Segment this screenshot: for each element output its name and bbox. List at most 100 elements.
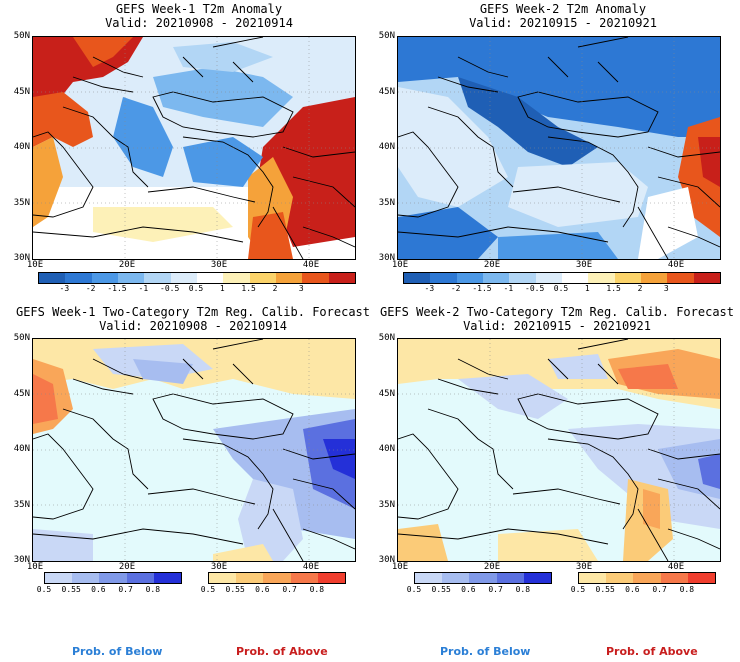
prob-below-legend-left: Prob. of Below — [72, 645, 163, 658]
prob-below-colorbar-week1 — [44, 572, 182, 584]
colorbar-swatch — [456, 273, 483, 283]
lon-label: 20E — [118, 260, 136, 270]
lon-label: 40E — [302, 260, 320, 270]
lat-label: 45N — [13, 86, 30, 97]
lat-label: 45N — [378, 388, 395, 399]
colorbar-swatch — [633, 573, 661, 583]
colorbar-swatch — [317, 573, 346, 583]
panel1-title-text: GEFS Week-1 T2m Anomaly — [115, 2, 283, 16]
panel2-title-text: GEFS Week-2 T2m Anomaly — [479, 2, 647, 16]
prob-above-colorbar-week2 — [578, 572, 716, 584]
anomaly-colorbar-week1 — [38, 272, 356, 284]
map-week1-probability — [32, 338, 356, 562]
lon-label: 20E — [483, 562, 501, 572]
colorbar-label: 0.5 — [553, 284, 569, 293]
colorbar-label: 1 — [584, 284, 590, 293]
prob-below-legend-right: Prob. of Below — [440, 645, 531, 658]
lat-label: 40N — [13, 444, 30, 454]
colorbar-label: 0.55 — [61, 585, 81, 594]
colorbar-label: 0.5 — [200, 585, 216, 594]
colorbar-label: 0.6 — [625, 585, 640, 594]
colorbar-label: 0.5 — [570, 585, 586, 594]
colorbar-label: 0.7 — [488, 585, 503, 594]
lat-label: 30N — [378, 555, 395, 565]
colorbar-swatch — [45, 573, 73, 583]
lat-label: 30N — [13, 253, 30, 263]
colorbar-swatch — [223, 273, 250, 283]
colorbar-label: 0.55 — [595, 585, 615, 594]
colorbar-label: -1 — [138, 284, 149, 293]
colorbar-label: 0.5 — [406, 585, 422, 594]
colorbar-swatch — [523, 573, 552, 583]
lat-label: 50N — [13, 31, 30, 41]
lat-label: 35N — [13, 499, 30, 510]
lat-label: 40N — [378, 444, 395, 454]
colorbar-swatch — [249, 273, 276, 283]
lon-label: 10E — [391, 562, 409, 572]
colorbar-label: -1 — [503, 284, 514, 293]
colorbar-swatch — [430, 273, 457, 283]
colorbar-label: 0.6 — [461, 585, 476, 594]
lat-label: 40N — [378, 142, 395, 152]
colorbar-label: 0.55 — [431, 585, 451, 594]
colorbar-swatch — [482, 273, 510, 283]
lon-label: 10E — [26, 260, 44, 270]
colorbar-swatch — [469, 573, 497, 583]
lat-label: 45N — [13, 388, 30, 399]
colorbar-swatch — [99, 573, 127, 583]
lat-label: 45N — [378, 86, 395, 97]
colorbar-swatch — [496, 573, 524, 583]
lon-label: 10E — [391, 260, 409, 270]
prob-above-legend-left: Prob. of Above — [236, 645, 328, 658]
panel2-valid-text: Valid: 20210915 - 20210921 — [469, 16, 657, 30]
colorbar-label: -0.5 — [525, 284, 545, 293]
colorbar-label: 0.5 — [36, 585, 52, 594]
lat-label: 40N — [13, 142, 30, 152]
prob-above-legend-right: Prob. of Above — [606, 645, 698, 658]
lon-label: 10E — [26, 562, 44, 572]
colorbar-swatch — [509, 273, 536, 283]
panel3-title: GEFS Week-1 Two-Category T2m Reg. Calib.… — [8, 305, 378, 333]
colorbar-label: 0.8 — [679, 585, 695, 594]
colorbar-swatch — [72, 573, 100, 583]
colorbar-label: 0.6 — [255, 585, 270, 594]
colorbar-label: 1.5 — [241, 284, 256, 293]
colorbar-swatch — [561, 273, 589, 283]
colorbar-swatch — [640, 273, 668, 283]
lat-label: 50N — [378, 31, 395, 41]
colorbar-label: 0.8 — [145, 585, 161, 594]
colorbar-swatch — [535, 273, 562, 283]
lon-label: 40E — [302, 562, 320, 572]
lon-label: 30E — [575, 562, 593, 572]
panel4-title: GEFS Week-2 Two-Category T2m Reg. Calib.… — [372, 305, 740, 333]
colorbar-swatch — [170, 273, 197, 283]
panel1-valid-text: Valid: 20210908 - 20210914 — [105, 16, 293, 30]
colorbar-swatch — [328, 273, 355, 283]
colorbar-label: -3 — [59, 284, 70, 293]
lat-label: 50N — [378, 333, 395, 343]
colorbar-label: -0.5 — [160, 284, 180, 293]
colorbar-label: 3 — [663, 284, 669, 293]
colorbar-swatch — [65, 273, 92, 283]
colorbar-label: 0.5 — [188, 284, 204, 293]
lon-label: 40E — [667, 260, 685, 270]
colorbar-swatch — [209, 573, 237, 583]
colorbar-label: 0.6 — [91, 585, 106, 594]
lat-label: 30N — [13, 555, 30, 565]
colorbar-swatch — [302, 273, 329, 283]
colorbar-swatch — [579, 573, 607, 583]
colorbar-swatch — [442, 573, 470, 583]
prob-below-colorbar-week2 — [414, 572, 552, 584]
lat-label: 35N — [13, 197, 30, 208]
colorbar-label: 0.55 — [225, 585, 245, 594]
panel3-valid-text: Valid: 20210908 - 20210914 — [99, 319, 287, 333]
colorbar-label: 3 — [298, 284, 304, 293]
colorbar-swatch — [415, 573, 443, 583]
colorbar-label: 0.7 — [652, 585, 667, 594]
colorbar-swatch — [667, 273, 694, 283]
colorbar-label: 0.7 — [282, 585, 297, 594]
colorbar-label: 2 — [637, 284, 643, 293]
map-week2-anomaly — [397, 36, 721, 260]
colorbar-swatch — [91, 273, 118, 283]
anomaly-colorbar-week2 — [403, 272, 721, 284]
